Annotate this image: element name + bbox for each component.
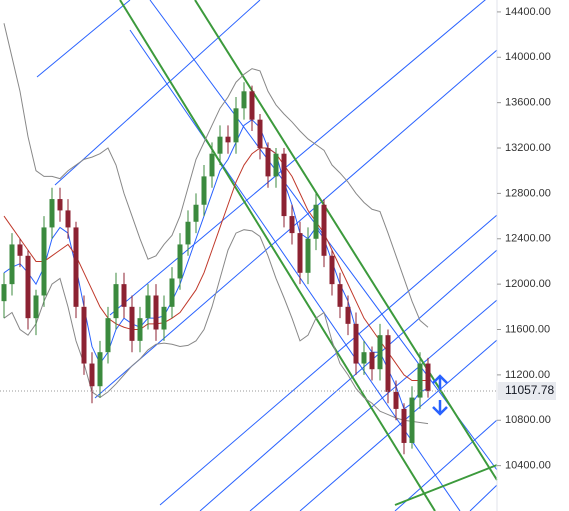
down-arrow [432,400,448,416]
candle-body [177,244,183,279]
candle-body [9,244,15,285]
y-tick-label: 12800.00 [505,187,551,199]
candle-body [145,295,151,319]
candle-body [305,238,311,273]
channel-line [299,339,498,511]
last-price-label: 11057.78 [505,383,554,397]
candle-body [89,363,95,387]
channel-line [36,0,131,78]
y-tick-label: 11200.00 [505,369,550,381]
channel-line [394,464,498,506]
candle-body [265,148,271,177]
channel-line [94,49,498,399]
candle-body [57,199,63,211]
channel-line [199,249,498,511]
candle-body [369,352,375,370]
channel-line [109,0,486,316]
candle-body [273,153,279,177]
y-tick-label: 12000.00 [505,278,551,290]
drawing-tools [36,0,498,511]
candle-body [185,221,191,245]
candle-body [313,204,319,239]
candle-body [121,284,127,307]
candle-body [289,216,295,234]
candle-body [201,176,207,205]
candle-body [49,199,55,228]
y-tick-label: 14400.00 [505,6,551,18]
candle-body [25,255,31,319]
candle-body [393,391,399,409]
indicator-line [3,229,429,425]
y-tick-label: 10400.00 [505,460,551,472]
channel-line [394,419,498,511]
candle-body [161,306,167,330]
channel-line [54,0,261,186]
candle-body [337,284,343,307]
candle-body [1,284,7,302]
candle-body [329,255,335,285]
candle-body [217,136,223,154]
y-tick-label: 14000.00 [505,51,551,63]
candle-body [409,397,415,443]
candle-body [73,227,79,307]
plot-area [0,23,497,455]
candle-body [257,119,263,149]
candle-body [401,408,407,443]
candle-body [17,244,23,256]
indicator-line [3,23,429,328]
price-axis: 10400.00 10800.00 11200.00 11600.00 12000.00… [497,6,556,472]
last-price-box [498,382,556,401]
candle-body [209,153,215,177]
channel-line [469,484,498,511]
candle-body [33,295,39,319]
candle-body [113,284,119,319]
up-arrow [432,374,448,390]
channel-line [159,214,498,506]
candle-body [297,233,303,273]
candle-body [385,335,391,392]
candle-body [425,363,431,392]
channel-line [249,299,498,511]
channel-line [194,0,498,481]
candle-body [377,335,383,370]
candle-body [65,210,71,228]
y-tick-label: 10800.00 [505,414,551,426]
candle-body [233,108,239,143]
candle-body [153,295,159,330]
candle-body [361,352,367,364]
candle-body [417,363,423,398]
candle-body [129,306,135,341]
candle-body [81,306,87,364]
y-tick-label: 13600.00 [505,97,551,109]
candle-body [225,136,231,143]
candle-body [321,204,327,256]
candle-body [97,352,103,387]
candle-body [193,204,199,222]
candle-body [41,227,47,296]
candle-body [105,318,111,353]
candle-body [249,91,255,120]
candle-body [353,323,359,364]
candle-body [345,306,351,324]
candle-body [281,153,287,217]
arrows [432,374,448,416]
y-tick-label: 13200.00 [505,142,551,154]
y-tick-label: 11600.00 [505,323,550,335]
y-tick-label: 12400.00 [505,233,551,245]
candle-body [241,91,247,109]
candle-body [169,278,175,307]
candle-body [137,318,143,341]
channel-line [119,0,436,511]
